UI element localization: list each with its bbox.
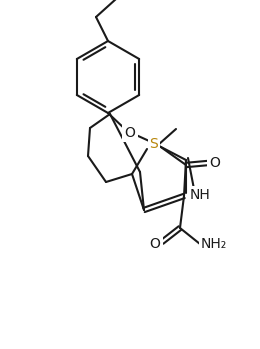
Text: NH₂: NH₂ <box>201 237 227 251</box>
Text: O: O <box>125 126 135 140</box>
Text: NH: NH <box>190 188 210 202</box>
Text: O: O <box>210 156 220 170</box>
Text: O: O <box>150 237 160 251</box>
Text: S: S <box>150 137 158 151</box>
